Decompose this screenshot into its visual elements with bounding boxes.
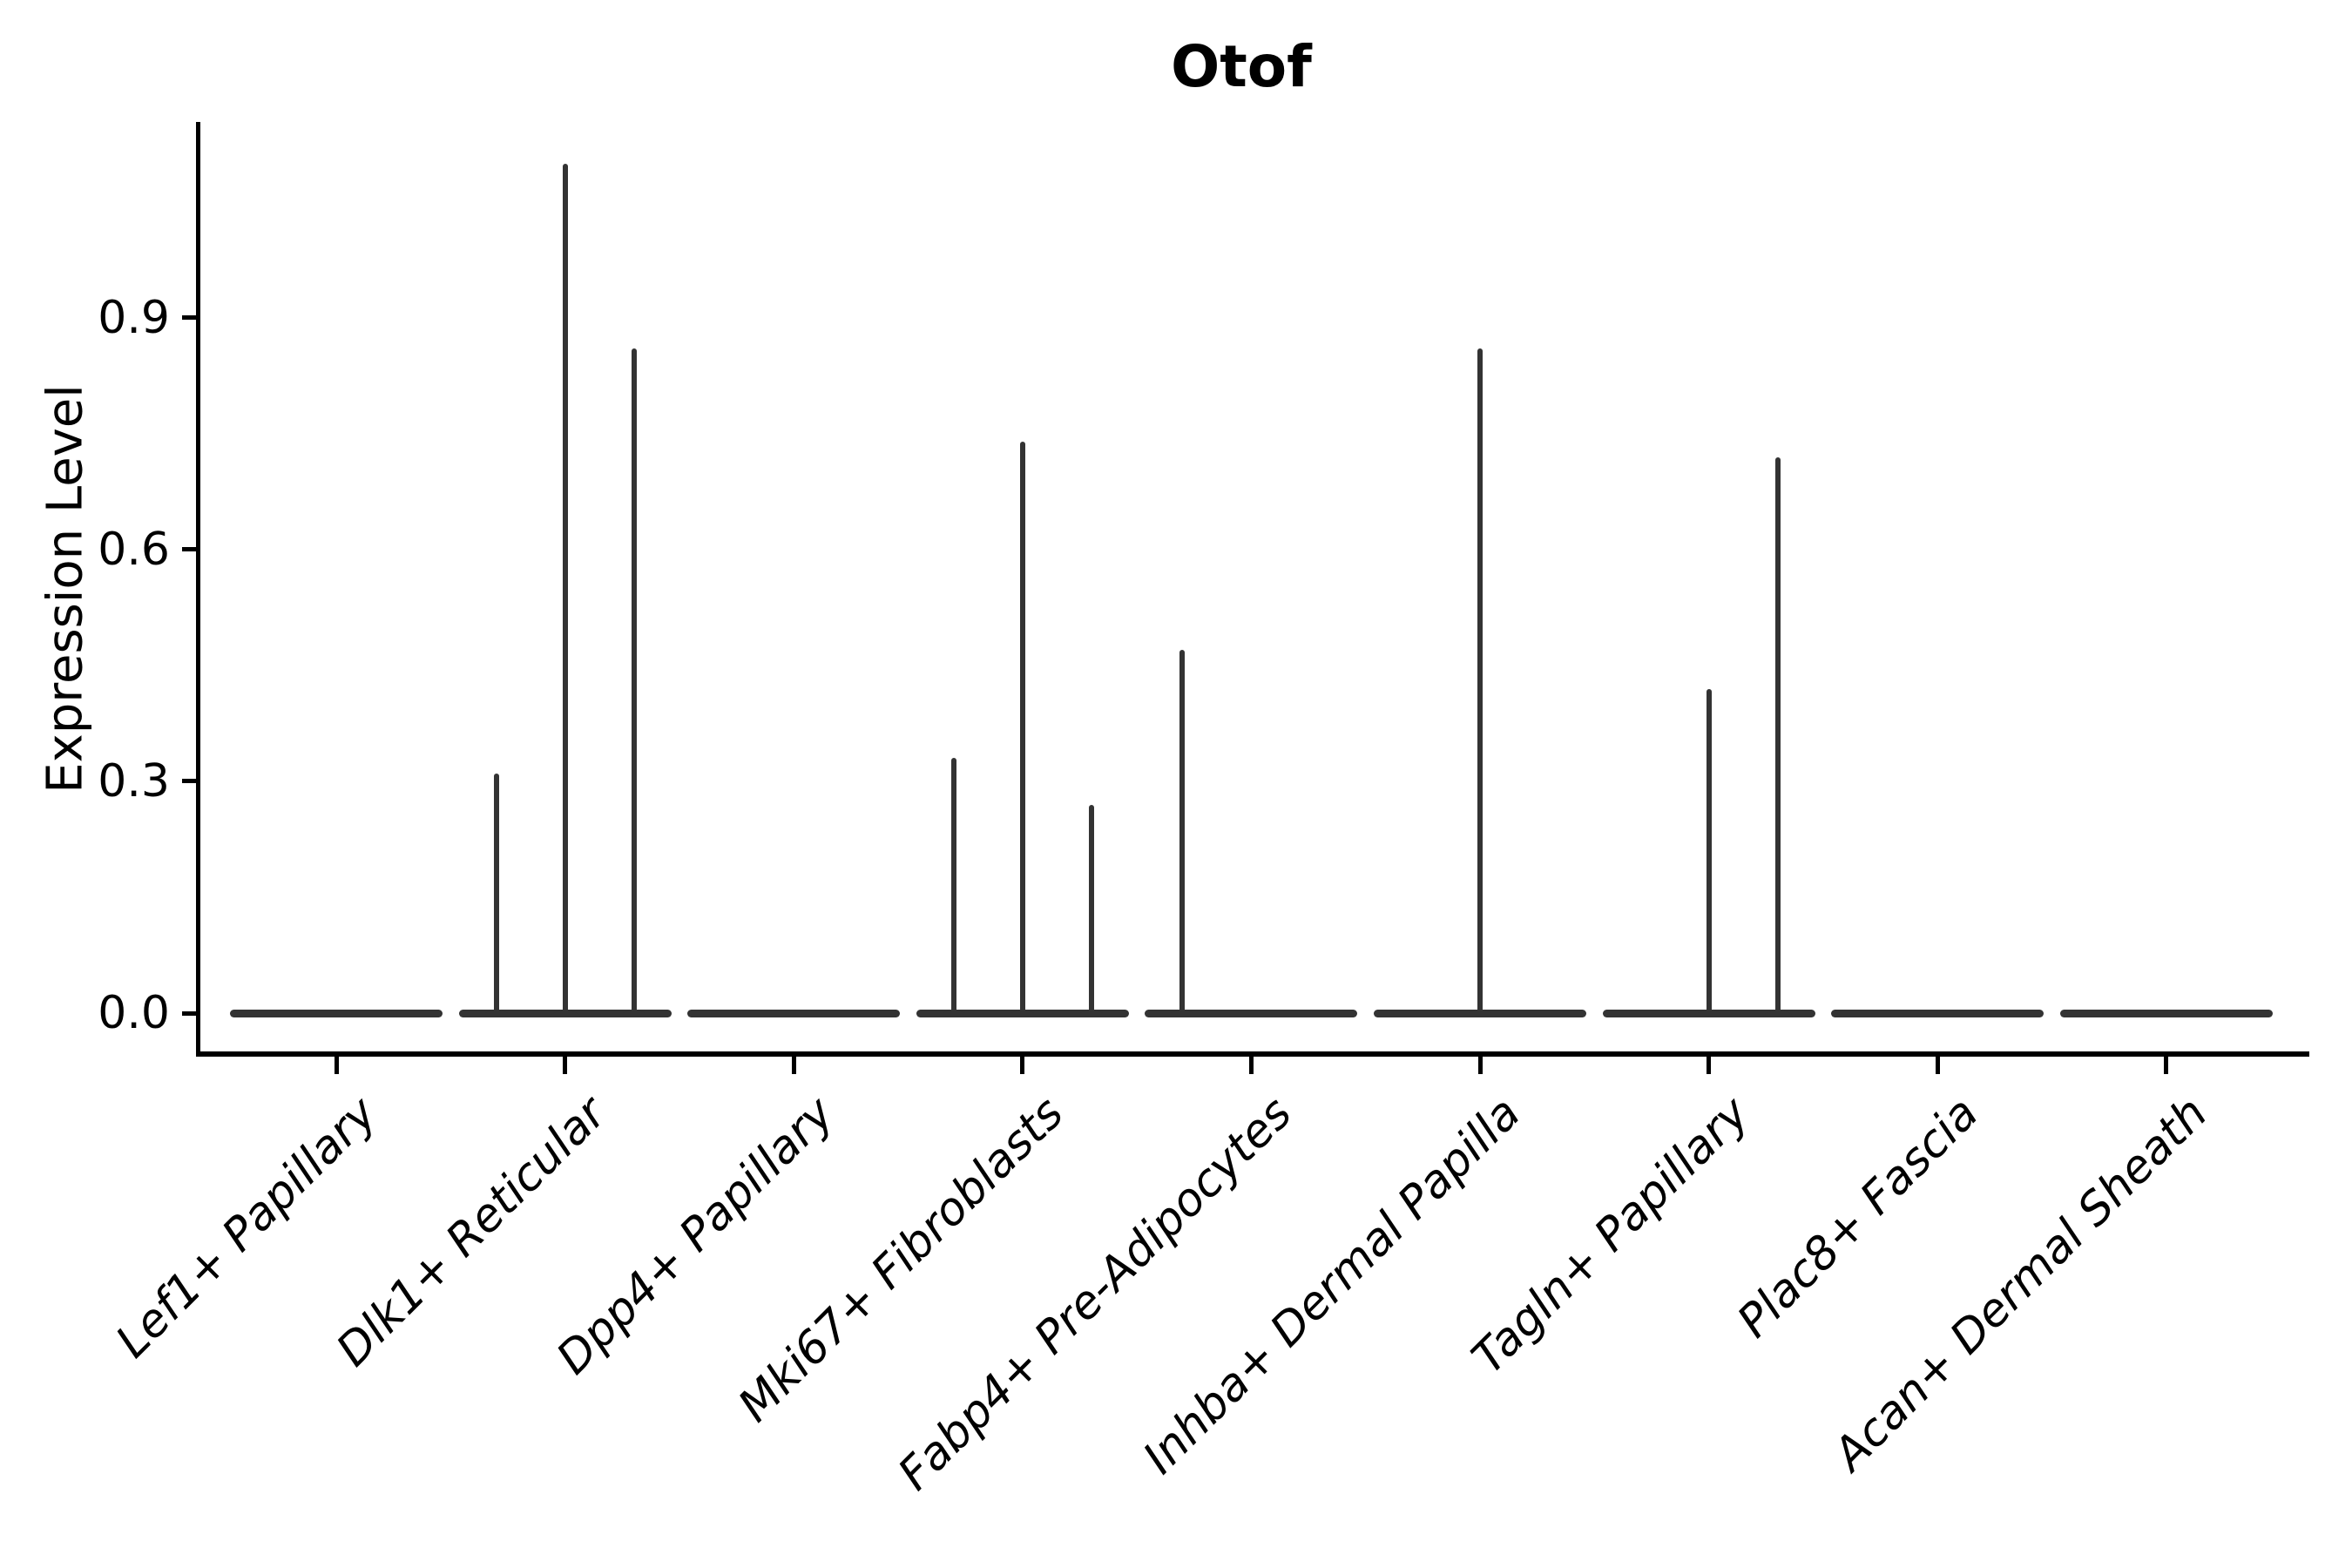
y-tick-label: 0.0 — [98, 987, 170, 1039]
x-tick-mark — [1935, 1057, 1940, 1074]
violin-spike — [562, 163, 568, 1016]
violin-baseline — [230, 1009, 443, 1017]
violin-spike — [950, 758, 956, 1016]
y-tick-label: 0.6 — [98, 523, 170, 576]
x-tick-label: Acan+ Dermal Sheath — [1823, 1087, 2218, 1481]
x-axis-spine — [196, 1051, 2309, 1057]
y-tick-mark — [182, 315, 196, 321]
x-tick-label: Inhba+ Dermal Papilla — [1133, 1087, 1531, 1484]
violin-spike — [493, 774, 499, 1016]
violin-spike — [631, 348, 637, 1016]
violin-spike — [1019, 441, 1025, 1016]
y-tick-mark — [182, 779, 196, 784]
y-tick-mark — [182, 1010, 196, 1016]
violin-baseline — [1145, 1009, 1358, 1017]
x-tick-mark — [1020, 1057, 1025, 1074]
x-tick-mark — [1248, 1057, 1254, 1074]
y-axis-label: Expression Level — [37, 384, 94, 794]
violin-spike — [1088, 804, 1094, 1016]
violin-baseline — [2059, 1009, 2273, 1017]
violin-spike — [1706, 688, 1712, 1016]
violin-spike — [1477, 348, 1483, 1016]
x-tick-mark — [1707, 1057, 1712, 1074]
violin-baseline — [1831, 1009, 2044, 1017]
x-tick-label: Fabp4+ Pre-Adipocytes — [889, 1087, 1302, 1501]
y-axis-spine — [196, 122, 200, 1057]
y-tick-label: 0.9 — [98, 291, 170, 344]
violin-spike — [1179, 650, 1186, 1016]
y-tick-mark — [182, 547, 196, 552]
violin-spike — [1774, 456, 1781, 1016]
x-tick-mark — [791, 1057, 796, 1074]
y-tick-label: 0.3 — [98, 754, 170, 808]
x-tick-mark — [1477, 1057, 1483, 1074]
chart-title: Otof — [1171, 33, 1312, 100]
x-tick-mark — [2164, 1057, 2169, 1074]
violin-baseline — [687, 1009, 901, 1017]
x-tick-mark — [563, 1057, 568, 1074]
x-tick-mark — [334, 1057, 339, 1074]
x-tick-label: Plac8+ Fascia — [1727, 1087, 1989, 1348]
